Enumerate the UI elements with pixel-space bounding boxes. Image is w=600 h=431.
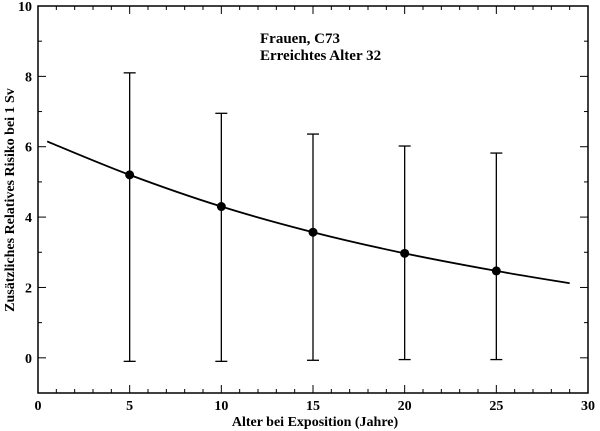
x-tick-label: 15: [306, 399, 320, 414]
data-point: [491, 266, 501, 276]
data-point: [400, 248, 410, 258]
data-point: [308, 227, 318, 237]
data-point: [216, 202, 226, 212]
y-tick-label: 6: [25, 141, 32, 156]
plot-area: 0 5 10 15 20 25 30 0 2 4 6 8 10: [18, 0, 595, 414]
x-tick-label: 30: [581, 399, 595, 414]
y-tick-label: 4: [25, 211, 32, 226]
annotation-line-2: Erreichtes Alter 32: [260, 48, 381, 64]
y-tick-label: 10: [18, 0, 32, 15]
y-axis-label: Zusätzliches Relatives Risiko bei 1 Sv: [3, 88, 18, 312]
x-axis-label: Alter bei Exposition (Jahre): [232, 415, 399, 430]
data-point: [125, 170, 135, 180]
x-tick-label: 5: [126, 399, 133, 414]
x-tick-label: 25: [489, 399, 503, 414]
x-tick-label: 10: [214, 399, 228, 414]
annotation-line-1: Frauen, C73: [260, 31, 340, 47]
y-tick-label: 0: [25, 352, 32, 367]
x-tick-label: 0: [35, 399, 42, 414]
y-tick-label: 8: [25, 70, 32, 85]
x-tick-label: 20: [398, 399, 412, 414]
y-tick-label: 2: [25, 281, 32, 296]
fit-curve: [46, 140, 570, 285]
